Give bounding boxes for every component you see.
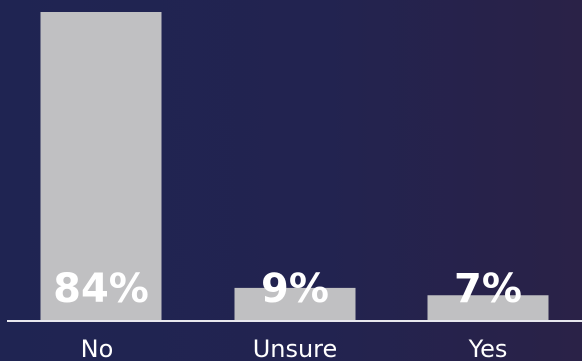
bar-value-label-unsure: 9% (261, 266, 329, 312)
bar-value-label-yes: 7% (454, 266, 522, 312)
category-label-no: No (81, 335, 114, 361)
bars-group: 84% 9% 7% (40, 12, 549, 321)
bar-no (40, 12, 162, 321)
bar-value-label-no: 84% (53, 266, 149, 312)
bar-unsure (234, 287, 356, 321)
category-label-unsure: Unsure (253, 335, 338, 361)
category-labels-group: No Unsure Yes (81, 335, 508, 361)
bar-yes (427, 295, 549, 321)
category-label-yes: Yes (468, 335, 508, 361)
